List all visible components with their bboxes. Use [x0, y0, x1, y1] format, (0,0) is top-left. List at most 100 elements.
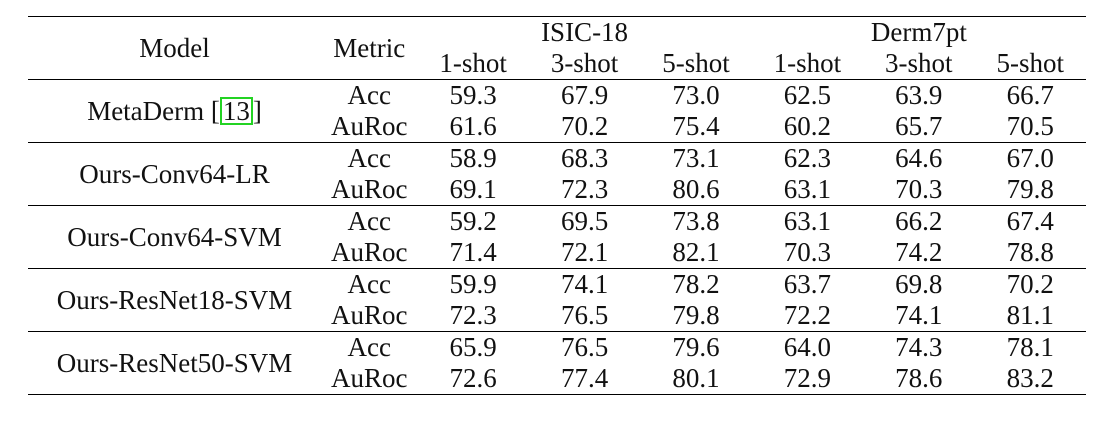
table-cell: 79.8 [672, 300, 720, 330]
table-cell: 74.1 [528, 268, 641, 300]
header-row-shots: 1-shot 3-shot 5-shot 1-shot 3-shot 5-sho… [28, 48, 1086, 80]
table-cell: 60.2 [783, 111, 831, 141]
column-header-model: Model [28, 16, 322, 80]
table-cell: 78.2 [640, 268, 752, 300]
column-group-derm7pt: Derm7pt [751, 16, 1086, 48]
table-cell: 61.6 [449, 111, 497, 141]
model-name-conv64-svm: Ours-Conv64-SVM [28, 205, 322, 269]
table-cell: 63.7 [751, 268, 864, 300]
table-row: AuRoc 72.3 76.5 79.8 72.2 74.1 81.1 [28, 300, 1086, 332]
table-cell: 69.5 [528, 205, 641, 237]
table-cell: 73.0 [640, 79, 752, 111]
table-cell: 62.5 [751, 79, 864, 111]
column-header-isic18-3shot: 3-shot [550, 48, 619, 78]
table-cell: 64.0 [751, 331, 864, 363]
table-cell: 83.2 [974, 363, 1086, 395]
table-cell: 74.3 [863, 331, 975, 363]
table-row: AuRoc 72.6 77.4 80.1 72.9 78.6 83.2 [28, 363, 1086, 395]
table-cell: 72.6 [417, 363, 529, 395]
metric-label: AuRoc [331, 111, 408, 141]
table-row: MetaDerm [13] Acc 59.3 67.9 73.0 62.5 63… [28, 79, 1086, 143]
table-cell: 78.6 [863, 363, 975, 395]
model-name-resnet50-svm: Ours-ResNet50-SVM [28, 331, 322, 395]
metric-label: Acc [321, 268, 418, 300]
table-cell: 74.2 [895, 237, 943, 267]
table-cell: 73.8 [640, 205, 752, 237]
table-cell: 70.5 [1006, 111, 1054, 141]
metric-label: Acc [321, 142, 418, 174]
table-cell: 70.3 [895, 174, 943, 204]
column-group-isic18: ISIC-18 [417, 16, 752, 48]
model-name-metaderm: MetaDerm [13] [28, 79, 322, 143]
column-header-isic18-1shot: 1-shot [439, 48, 507, 78]
table-cell: 72.1 [560, 237, 609, 267]
table-cell: 74.1 [895, 300, 943, 330]
table-cell: 63.1 [751, 205, 864, 237]
table-cell: 67.4 [974, 205, 1086, 237]
metric-label: AuRoc [331, 174, 408, 204]
column-header-metric: Metric [321, 16, 418, 80]
table-cell: 63.1 [783, 174, 831, 204]
table-cell: 67.0 [974, 142, 1086, 174]
table-cell: 72.3 [560, 174, 609, 204]
citation-link[interactable]: 13 [219, 96, 253, 125]
column-header-derm7pt-5shot: 5-shot [996, 48, 1064, 78]
model-name-conv64-lr: Ours-Conv64-LR [28, 142, 322, 206]
table-cell: 80.6 [672, 174, 720, 204]
table-cell: 71.4 [449, 237, 497, 267]
table-cell: 58.9 [417, 142, 529, 174]
table-cell: 70.2 [974, 268, 1086, 300]
column-header-isic18-5shot: 5-shot [662, 48, 730, 78]
table-row: Ours-ResNet50-SVM Acc 65.9 76.5 79.6 64.… [28, 331, 1086, 395]
column-header-derm7pt-3shot: 3-shot [885, 48, 953, 78]
table-cell: 65.9 [417, 331, 529, 363]
table-row: Ours-Conv64-LR Acc 58.9 68.3 73.1 62.3 6… [28, 142, 1086, 206]
table-cell: 62.3 [751, 142, 864, 174]
table-cell: 72.2 [783, 300, 831, 330]
metric-label: Acc [321, 331, 418, 363]
table-cell: 76.5 [560, 300, 609, 330]
metric-label: AuRoc [331, 300, 408, 330]
metric-label: AuRoc [321, 363, 418, 395]
column-header-derm7pt-1shot: 1-shot [773, 48, 842, 78]
table-cell: 80.1 [640, 363, 752, 395]
table-cell: 64.6 [863, 142, 975, 174]
table-cell: 75.4 [672, 111, 720, 141]
header-row-groups: Model Metric ISIC-18 Derm7pt [28, 16, 1086, 80]
table-cell: 66.7 [974, 79, 1086, 111]
table-cell: 78.1 [974, 331, 1086, 363]
table-cell: 76.5 [528, 331, 641, 363]
table-cell: 59.3 [417, 79, 529, 111]
table-cell: 69.1 [449, 174, 497, 204]
metric-label: AuRoc [331, 237, 408, 267]
table-cell: 68.3 [528, 142, 641, 174]
table-cell: 59.9 [417, 268, 529, 300]
table-cell: 69.8 [863, 268, 975, 300]
table-cell: 78.8 [1006, 237, 1054, 267]
table-cell: 72.9 [751, 363, 864, 395]
table-row: Ours-Conv64-SVM Acc 59.2 69.5 73.8 63.1 … [28, 205, 1086, 269]
table-row: AuRoc 61.6 70.2 75.4 60.2 65.7 70.5 [28, 111, 1086, 143]
table-cell: 79.6 [640, 331, 752, 363]
table-cell: 81.1 [1006, 300, 1054, 330]
table-cell: 82.1 [672, 237, 720, 267]
table-row: AuRoc 71.4 72.1 82.1 70.3 74.2 78.8 [28, 237, 1086, 269]
table-cell: 73.1 [640, 142, 752, 174]
table-cell: 59.2 [417, 205, 529, 237]
table-cell: 72.3 [449, 300, 497, 330]
table-cell: 65.7 [895, 111, 943, 141]
table-cell: 79.8 [1006, 174, 1054, 204]
metric-label: Acc [321, 79, 418, 111]
model-name-resnet18-svm: Ours-ResNet18-SVM [28, 268, 322, 332]
table-row: AuRoc 69.1 72.3 80.6 63.1 70.3 79.8 [28, 174, 1086, 206]
table-body: MetaDerm [13] Acc 59.3 67.9 73.0 62.5 63… [28, 79, 1086, 395]
metric-label: Acc [321, 205, 418, 237]
results-table: Model Metric ISIC-18 Derm7pt 1-shot 3-sh… [28, 16, 1086, 395]
table-cell: 70.3 [783, 237, 831, 267]
table-cell: 66.2 [863, 205, 975, 237]
table-header: Model Metric ISIC-18 Derm7pt 1-shot 3-sh… [28, 16, 1086, 80]
table-row: Ours-ResNet18-SVM Acc 59.9 74.1 78.2 63.… [28, 268, 1086, 332]
table-cell: 70.2 [560, 111, 609, 141]
table-cell: 77.4 [528, 363, 641, 395]
table-cell: 63.9 [863, 79, 975, 111]
